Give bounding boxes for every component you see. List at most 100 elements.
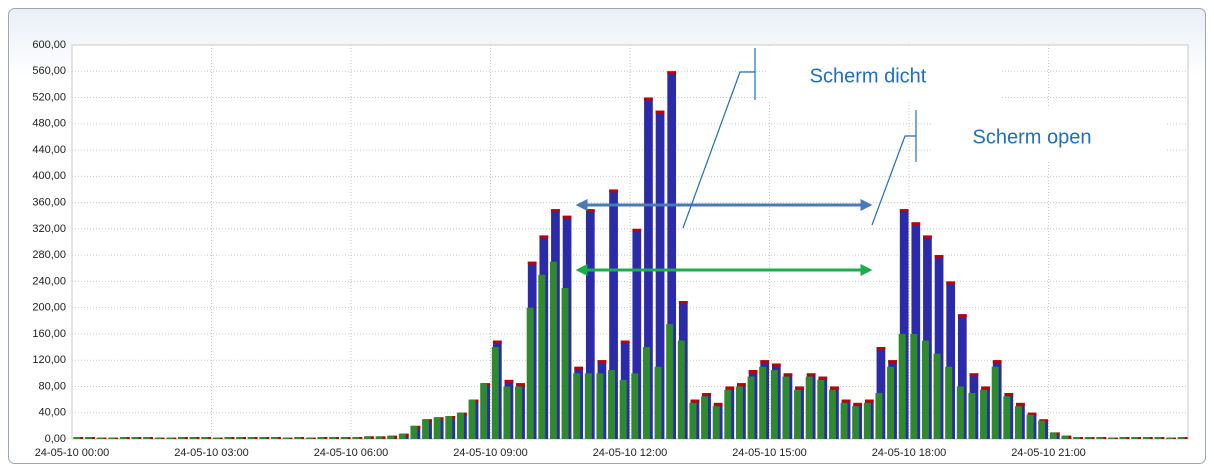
x-tick-label: 24-05-10 12:00 [593,447,668,459]
bar-tip [806,373,816,377]
y-tick-label: 80,00 [38,380,66,392]
bar-tip [876,347,886,351]
bar-tip [771,363,781,367]
bar-tip [609,189,618,193]
bar [1061,435,1069,439]
bar-tip [853,402,863,406]
bar [910,333,918,439]
bar-tip [1027,412,1037,416]
y-tick-label: 400,00 [32,170,66,182]
bar-tip [574,366,584,370]
bar [1154,437,1162,439]
bar-tip [864,399,874,403]
y-tick-label: 600,00 [32,39,66,51]
callout-line [871,135,916,226]
bar [642,347,650,439]
y-tick-label: 120,00 [32,354,66,366]
bar [747,376,755,439]
bar-tip [888,360,897,364]
bar [1131,437,1139,439]
bar-tip [585,209,595,213]
bar [1177,437,1185,439]
x-tick-label: 24-05-10 06:00 [314,447,389,459]
bar [899,209,909,439]
bar [375,436,383,439]
bar [166,437,174,439]
bar [632,228,642,439]
bar [561,287,569,439]
bar [596,373,604,439]
bar [305,437,313,439]
bar [1003,396,1011,439]
bar [1142,437,1150,439]
bar-tip [818,376,828,380]
bar [410,425,418,439]
x-tick-label: 24-05-10 15:00 [732,447,807,459]
y-tick-label: 160,00 [32,328,66,340]
callout-box [933,108,1165,162]
bar [701,396,709,439]
bar [654,366,662,439]
bar [852,406,860,439]
annotation: Scherm dicht [810,65,927,87]
bar [189,437,197,439]
bar-tip [702,393,711,397]
bar [1084,437,1092,439]
y-tick-label: 360,00 [32,197,66,209]
callout-box [768,48,1000,102]
bar [840,402,848,439]
bar [538,274,546,439]
bar [201,437,209,439]
bar-tip [934,255,944,259]
bar [933,353,941,439]
bar [735,386,743,439]
bar [1038,420,1046,439]
callout-line [682,71,755,229]
bar [980,389,988,439]
y-tick-label: 40,00 [38,407,66,419]
bar [631,373,639,439]
bar [1166,437,1174,439]
bar [608,370,616,439]
bar [224,437,232,439]
bar [503,386,511,439]
bar [956,386,964,439]
bar [96,437,104,439]
bar [445,416,453,439]
bar [84,437,92,439]
bar-tip [562,215,572,219]
bar [619,379,627,439]
bar [584,373,592,439]
annotations: Scherm dicht Scherm open [575,48,1165,276]
bar-tip [841,399,851,403]
y-tick-label: 440,00 [32,144,66,156]
bar [317,437,325,439]
bar [991,366,999,439]
y-tick-label: 320,00 [32,223,66,235]
annotation: Scherm open [973,126,1092,148]
bar [282,437,290,439]
bar [456,412,464,439]
bar [957,314,967,439]
bar [422,419,430,439]
bar [1096,437,1104,439]
y-tick-label: 480,00 [32,118,66,130]
bar-tip [620,340,630,344]
bar-tip [737,383,746,387]
bar [259,437,267,439]
x-tick-label: 24-05-10 00:00 [35,447,110,459]
bar [724,389,732,439]
bar [480,383,488,439]
bar [212,437,220,439]
bar [1049,432,1057,439]
bar-tip [1004,393,1014,397]
bar [236,437,244,439]
bar [352,437,360,439]
bar-tip [527,261,537,265]
bar [387,435,395,439]
bar-tip [597,360,607,364]
bar [340,437,348,439]
bar [131,437,139,439]
bar [177,437,185,439]
